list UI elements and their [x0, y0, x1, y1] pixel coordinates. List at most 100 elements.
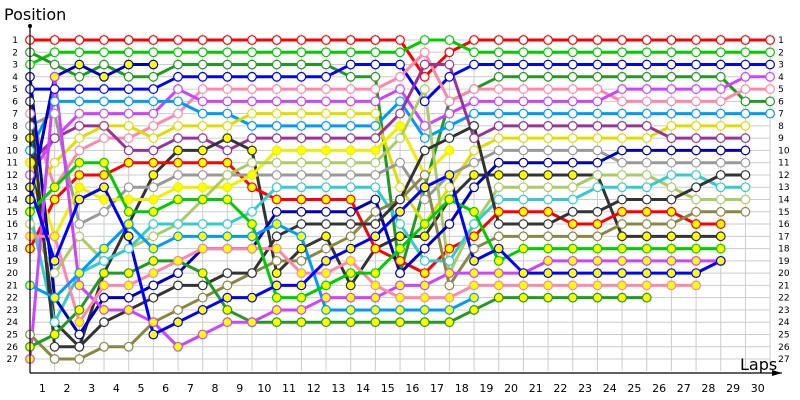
data-point [148, 71, 159, 82]
data-point [493, 145, 504, 156]
data-point [247, 219, 257, 229]
data-point [543, 157, 553, 168]
data-point [395, 182, 405, 193]
data-point [617, 71, 627, 82]
data-point [148, 35, 159, 45]
data-point [222, 243, 233, 254]
data-point [345, 71, 356, 82]
data-point [123, 194, 134, 205]
data-point [148, 47, 159, 58]
data-point [99, 243, 109, 254]
data-point [715, 47, 726, 58]
data-point [74, 96, 85, 107]
data-point [197, 84, 208, 94]
data-point [173, 268, 183, 279]
data-point [469, 96, 479, 107]
y-tick-label-right: 1 [778, 36, 784, 46]
data-point [444, 182, 455, 193]
data-point [518, 292, 529, 303]
data-point [148, 133, 159, 144]
data-point [592, 145, 603, 156]
data-point [222, 268, 233, 279]
data-point [271, 231, 282, 242]
data-point [74, 182, 85, 193]
y-tick-label-left: 14 [7, 196, 19, 206]
data-point [247, 59, 257, 70]
data-point [543, 206, 553, 217]
x-tick-label: 20 [504, 382, 518, 395]
data-point [49, 47, 60, 58]
data-point [345, 170, 356, 180]
data-point [173, 255, 183, 266]
data-point [345, 35, 356, 45]
data-point [247, 157, 257, 168]
data-point [567, 280, 578, 291]
y-tick-label-right: 8 [778, 122, 784, 132]
data-point [49, 317, 60, 328]
data-point [419, 84, 430, 94]
data-point [296, 145, 307, 156]
y-tick-label-left: 19 [7, 257, 19, 267]
data-point [518, 96, 529, 107]
data-point [222, 305, 233, 315]
data-point [345, 47, 356, 58]
data-point [345, 194, 356, 205]
data-point [740, 108, 751, 119]
data-point [419, 292, 430, 303]
data-point [321, 157, 331, 168]
data-point [345, 120, 356, 131]
data-point [469, 219, 479, 229]
data-point [469, 305, 479, 315]
data-point [419, 145, 430, 156]
data-point [617, 47, 627, 58]
y-tick-label-left: 1 [12, 36, 18, 46]
data-point [715, 170, 726, 180]
data-point [395, 157, 405, 168]
data-point [395, 35, 405, 45]
data-point [469, 108, 479, 119]
data-point [99, 108, 109, 119]
data-point [666, 35, 677, 45]
data-point [370, 71, 381, 82]
data-point [173, 170, 183, 180]
data-point [123, 133, 134, 144]
x-tick-label: 11 [282, 382, 296, 395]
data-point [469, 133, 479, 144]
x-tick-label: 25 [627, 382, 641, 395]
data-point [197, 170, 208, 180]
data-point [419, 194, 430, 205]
data-point [247, 206, 257, 217]
data-point [49, 231, 60, 242]
y-tick-label-left: 24 [7, 318, 19, 328]
data-point [296, 268, 307, 279]
series-markers-5 [25, 47, 775, 193]
y-tick-label-left: 11 [7, 159, 18, 169]
data-point [567, 96, 578, 107]
data-point [641, 120, 652, 131]
data-point [345, 145, 356, 156]
data-point [493, 157, 504, 168]
data-point [469, 292, 479, 303]
data-point [419, 170, 430, 180]
data-point [296, 108, 307, 119]
data-point [617, 255, 627, 266]
data-point [469, 157, 479, 168]
data-point [469, 206, 479, 217]
data-point [715, 219, 726, 229]
data-point [247, 133, 257, 144]
data-point [567, 292, 578, 303]
data-point [296, 231, 307, 242]
data-point [666, 219, 677, 229]
data-point [49, 108, 60, 119]
data-point [691, 268, 701, 279]
data-point [493, 231, 504, 242]
data-point [691, 170, 701, 180]
data-point [222, 157, 233, 168]
data-point [493, 268, 504, 279]
data-point [543, 182, 553, 193]
y-tick-label-left: 20 [7, 269, 19, 279]
data-point [444, 35, 455, 45]
data-point [691, 255, 701, 266]
x-tick-label: 18 [455, 382, 469, 395]
